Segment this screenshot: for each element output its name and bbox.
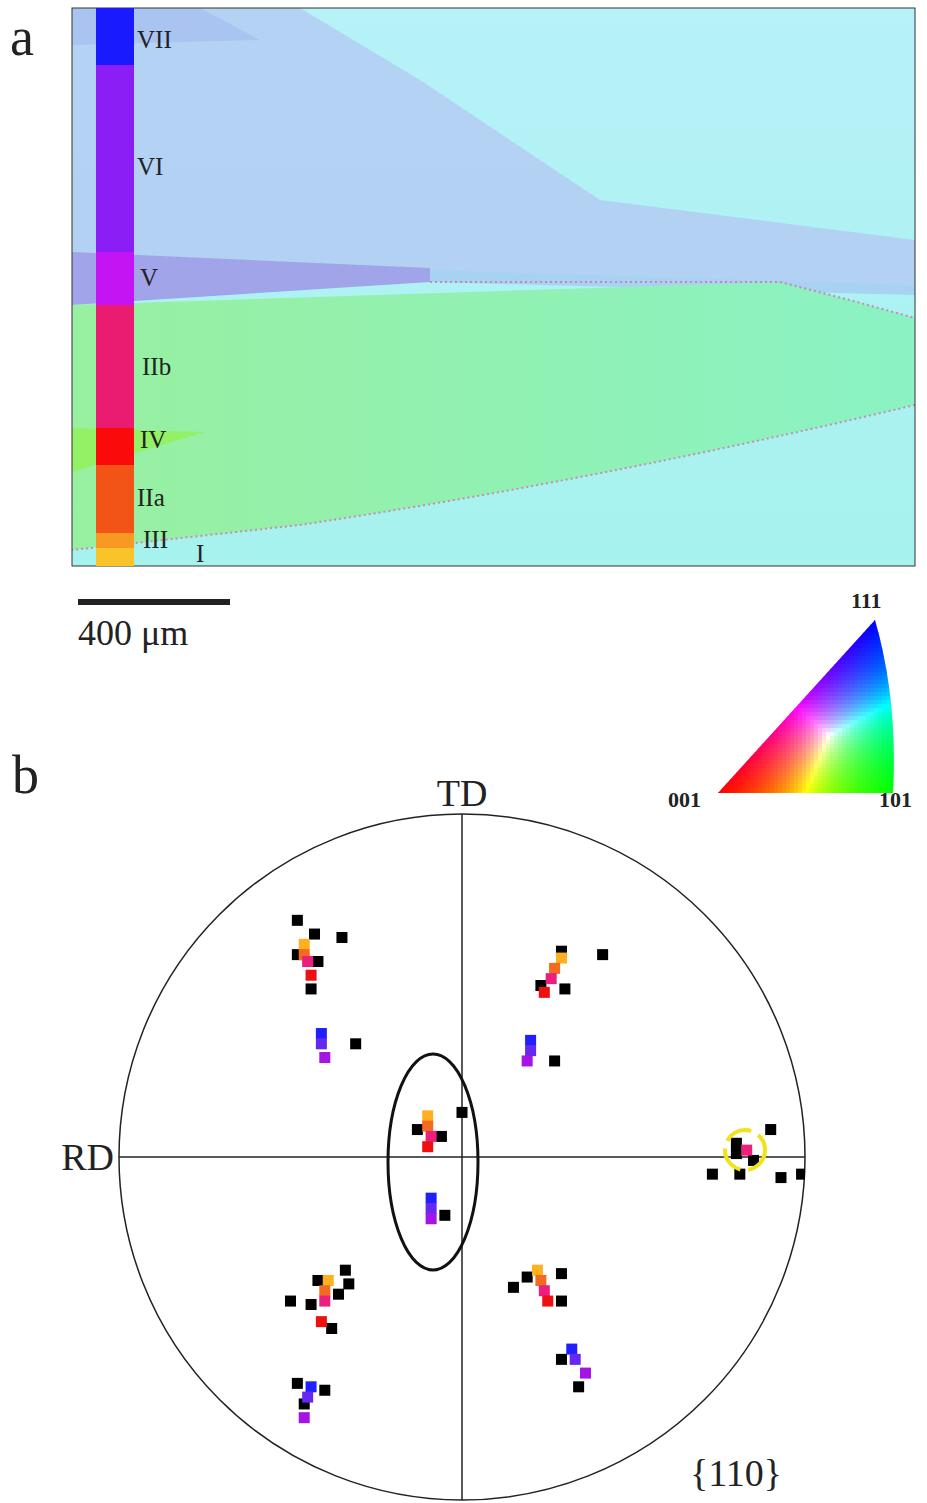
svg-text:VI: VI <box>137 153 163 180</box>
svg-text:b: b <box>12 745 39 805</box>
svg-text:001: 001 <box>668 787 701 812</box>
svg-text:TD: TD <box>437 772 488 814</box>
svg-text:a: a <box>10 7 34 67</box>
svg-text:101: 101 <box>879 787 912 812</box>
svg-text:IIb: IIb <box>142 353 171 380</box>
svg-text:IV: IV <box>140 426 166 453</box>
svg-text:{110}: {110} <box>690 1452 782 1494</box>
svg-text:III: III <box>143 526 168 553</box>
svg-text:400 μm: 400 μm <box>78 613 188 653</box>
svg-text:V: V <box>140 264 158 291</box>
svg-text:111: 111 <box>851 588 882 613</box>
svg-text:VII: VII <box>137 26 172 53</box>
svg-text:IIa: IIa <box>137 484 165 511</box>
svg-text:I: I <box>196 540 204 567</box>
svg-text:RD: RD <box>61 1136 114 1178</box>
